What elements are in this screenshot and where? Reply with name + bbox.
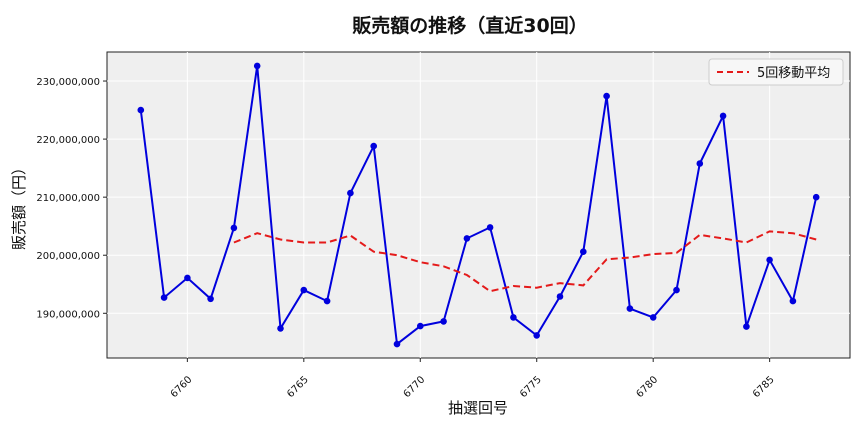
sales-data-point xyxy=(160,294,168,301)
sales-data-point xyxy=(137,106,145,114)
sales-series-line xyxy=(139,65,818,346)
sales-data-point xyxy=(673,286,680,294)
x-axis-label: 抽選回号 xyxy=(448,399,508,417)
x-tick-label: 6780 xyxy=(635,374,661,400)
x-tick-label: 6785 xyxy=(751,374,777,400)
sales-data-point xyxy=(696,160,704,167)
y-axis: 190,000,000 200,000,000 210,000,000 220,000… xyxy=(36,77,107,320)
sales-data-point xyxy=(230,224,238,232)
legend: 5回移動平均 xyxy=(708,58,844,86)
sales-data-point xyxy=(510,314,517,321)
sales-data-point xyxy=(323,297,331,305)
sales-data-point xyxy=(253,62,261,70)
series-layer xyxy=(137,62,820,348)
legend-moving-average-label: 5回移動平均 xyxy=(757,66,830,81)
sales-data-point xyxy=(277,325,284,332)
sales-data-point xyxy=(719,112,727,120)
x-tick-label: 6770 xyxy=(402,374,428,400)
legend-box xyxy=(708,58,844,86)
y-axis-label: 販売額（円） xyxy=(10,160,28,250)
sales-data-point xyxy=(393,340,401,348)
sales-data-point xyxy=(649,314,657,321)
sales-data-point xyxy=(300,286,308,294)
sales-data-point xyxy=(743,323,750,330)
y-tick-label: 210,000,000 xyxy=(36,193,100,204)
y-tick-label: 220,000,000 xyxy=(36,135,100,146)
sales-data-point xyxy=(347,189,354,197)
sales-data-point xyxy=(370,142,378,150)
x-tick-label: 6760 xyxy=(169,374,195,400)
sales-data-point xyxy=(207,295,214,303)
chart-title: 販売額の推移（直近30回） xyxy=(352,14,587,37)
moving-average-line xyxy=(233,230,817,293)
x-tick-label: 6765 xyxy=(285,374,311,400)
sales-data-point xyxy=(766,256,773,264)
sales-data-point xyxy=(184,274,191,282)
sales-data-point xyxy=(417,322,424,330)
sales-data-point xyxy=(812,193,820,201)
sales-data-point xyxy=(486,224,494,231)
sales-data-point xyxy=(556,293,564,300)
sales-data-point xyxy=(533,332,540,339)
y-tick-label: 230,000,000 xyxy=(36,77,100,88)
sales-data-point xyxy=(626,305,634,312)
x-axis: 6760 6765 6770 6775 6780 6785 xyxy=(169,358,777,400)
sales-data-point xyxy=(789,297,797,305)
sales-data-point xyxy=(463,235,471,242)
y-tick-label: 200,000,000 xyxy=(36,251,100,262)
sales-data-point xyxy=(603,92,610,100)
y-tick-label: 190,000,000 xyxy=(36,309,100,320)
plot-area xyxy=(106,51,851,359)
sales-data-point xyxy=(580,248,587,255)
x-tick-label: 6775 xyxy=(518,374,544,400)
sales-data-point xyxy=(440,318,447,325)
